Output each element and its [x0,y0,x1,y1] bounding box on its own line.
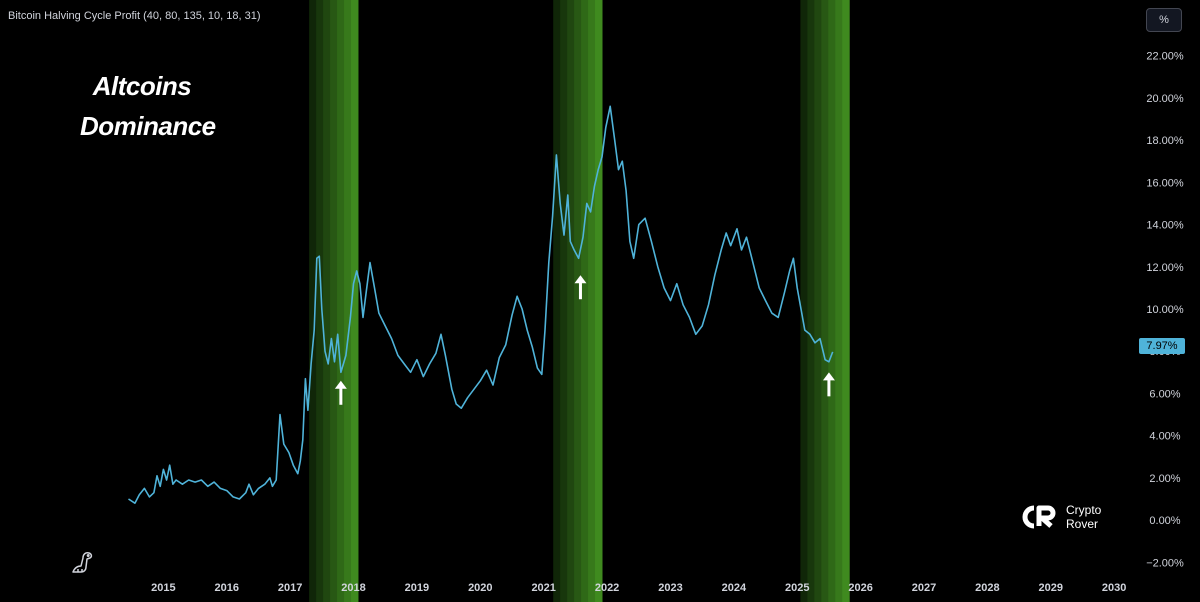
x-tick-label: 2022 [595,582,619,594]
up-arrow-icon [822,372,835,397]
x-tick-label: 2029 [1039,582,1063,594]
halving-bands [309,0,850,602]
band-stripe [567,0,575,602]
y-tick-label: 10.00% [1146,304,1184,316]
chart-title: Altcoins Dominance [80,66,216,146]
band-stripe [344,0,352,602]
x-tick-label: 2025 [785,582,809,594]
x-axis: 2015 2016 2017 2018 2019 2020 2021 2022 2023 2024… [151,582,1126,594]
band-stripe [800,0,808,602]
band-stripe [807,0,815,602]
band-stripe [814,0,822,602]
last-value-badge: 7.97% [1139,338,1185,354]
x-tick-label: 2017 [278,582,302,594]
percent-scale-button[interactable]: % [1146,8,1182,32]
band-stripe [309,0,317,602]
halving-band [309,0,359,602]
band-stripe [337,0,345,602]
band-stripe [323,0,331,602]
series-line [128,105,834,504]
annotation-arrows [334,275,835,405]
y-tick-label: 0.00% [1149,515,1180,527]
x-tick-label: 2026 [848,582,872,594]
band-stripe [351,0,359,602]
band-stripe [595,0,603,602]
band-stripe [574,0,582,602]
band-stripe [821,0,829,602]
band-stripe [842,0,850,602]
y-tick-label: 20.00% [1146,93,1184,105]
series-line-layer [128,105,834,504]
band-stripe [316,0,324,602]
y-tick-label: 12.00% [1146,262,1184,274]
y-tick-label: 16.00% [1146,177,1184,189]
up-arrow-icon [574,275,587,300]
y-tick-label: 6.00% [1149,388,1180,400]
band-stripe [330,0,338,602]
x-tick-label: 2023 [658,582,682,594]
y-axis: −2.00%0.00%2.00%4.00%6.00%8.00%10.00%12.… [1146,51,1184,570]
y-tick-label: 2.00% [1149,473,1180,485]
crypto-rover-watermark: Crypto Rover [1020,503,1101,531]
band-stripe [835,0,843,602]
band-stripe [553,0,561,602]
x-tick-label: 2015 [151,582,175,594]
band-stripe [581,0,589,602]
x-tick-label: 2016 [215,582,239,594]
halving-band [553,0,603,602]
x-tick-label: 2021 [531,582,555,594]
band-stripe [588,0,596,602]
chart-title-line-2: Dominance [80,111,216,141]
tradingview-dino-icon[interactable] [70,549,96,575]
x-tick-label: 2020 [468,582,492,594]
x-tick-label: 2027 [912,582,936,594]
crypto-rover-logo-icon [1022,505,1056,529]
y-tick-label: 14.00% [1146,220,1184,232]
chart-title-line-1: Altcoins [92,71,192,101]
x-tick-label: 2028 [975,582,999,594]
watermark-line-2: Rover [1066,517,1099,531]
up-arrow-icon [334,380,347,405]
band-stripe [560,0,568,602]
band-stripe [828,0,836,602]
watermark-line-1: Crypto [1066,503,1102,517]
x-tick-label: 2018 [341,582,365,594]
x-tick-label: 2024 [722,582,747,594]
indicator-title[interactable]: Bitcoin Halving Cycle Profit (40, 80, 13… [8,10,261,22]
x-tick-label: 2019 [405,582,429,594]
y-tick-label: 4.00% [1149,431,1180,443]
halving-band [800,0,850,602]
x-tick-label: 2030 [1102,582,1126,594]
y-tick-label: 18.00% [1146,135,1184,147]
y-tick-label: −2.00% [1146,557,1184,569]
y-tick-label: 22.00% [1146,51,1184,63]
